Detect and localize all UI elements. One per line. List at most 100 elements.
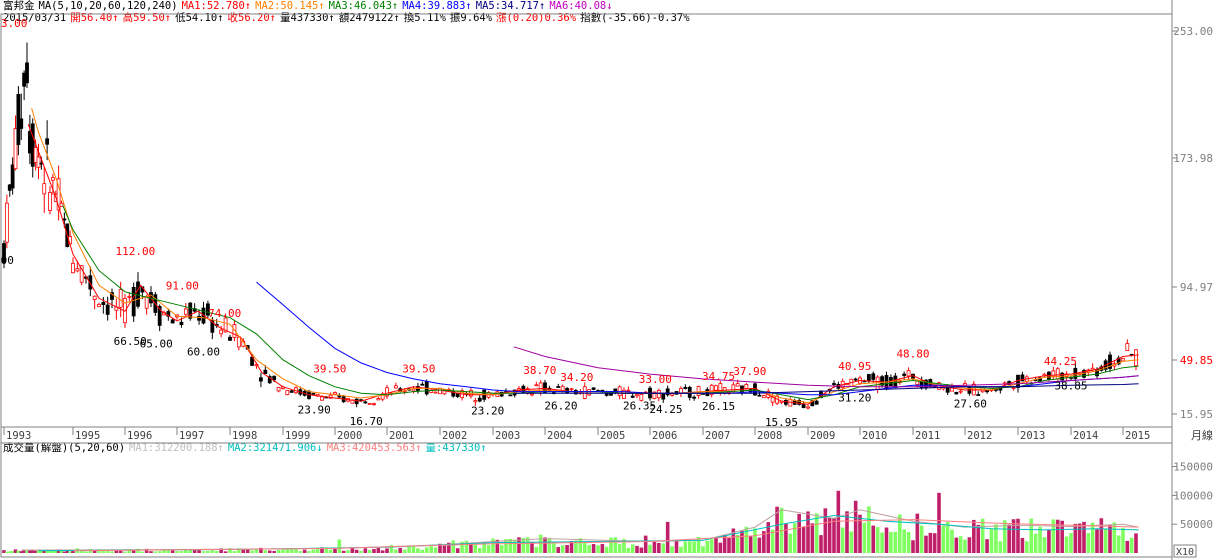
candle-body: [1116, 357, 1121, 365]
volume-bar: [385, 548, 389, 553]
year-label: 2002: [442, 430, 467, 442]
volume-bar: [630, 544, 635, 553]
volume-bar: [945, 521, 950, 553]
volume-bar: [394, 549, 398, 553]
volume-bar: [1129, 537, 1134, 553]
volume-bar: [718, 542, 723, 553]
candle-body: [101, 302, 106, 305]
volume-bar: [884, 527, 889, 553]
volume-bar: [241, 548, 246, 553]
volume-bar: [643, 535, 648, 553]
candle-body: [2, 243, 6, 263]
candle-body: [757, 394, 762, 397]
candle-body: [263, 369, 268, 374]
price-annotation: 60.00: [187, 346, 220, 359]
price-annotation: 26.35: [623, 399, 656, 412]
volume-bar: [10, 550, 15, 553]
candle-body: [797, 399, 802, 405]
ma-line-ma2: [31, 107, 1139, 404]
candle-body: [110, 292, 114, 300]
candle-body: [363, 401, 368, 404]
volume-bar: [320, 547, 324, 553]
volume-bar: [460, 541, 464, 553]
info-high: 高59.50↑: [122, 12, 172, 24]
volume-bar: [1095, 529, 1099, 553]
volume-bar: [652, 541, 657, 553]
volume-bar: [565, 545, 569, 553]
candle-body: [385, 387, 389, 397]
volume-bar: [994, 524, 998, 553]
candle-body: [1020, 374, 1025, 382]
volume-tick-label: 50000: [1180, 518, 1213, 531]
year-label: 1993: [6, 430, 31, 442]
volume-bar: [2, 550, 6, 553]
volume-bar: [101, 549, 106, 553]
volume-bar: [127, 548, 132, 553]
volume-bar: [210, 550, 215, 553]
volume-bar: [223, 551, 228, 553]
volume-bar: [228, 548, 232, 553]
candle-body: [45, 138, 50, 145]
volume-bar: [59, 549, 64, 553]
candle-body: [534, 384, 539, 387]
volume-bar: [1069, 532, 1073, 553]
price-tick-label: 94.97: [1180, 281, 1213, 294]
volume-bar: [250, 550, 254, 553]
volume-bar: [1042, 537, 1047, 553]
price-annotation: 37.90: [733, 365, 766, 378]
candle-body: [880, 376, 884, 386]
ma-line-ma3: [62, 205, 1139, 401]
candle-body: [92, 295, 97, 301]
volume-bar: [692, 541, 696, 553]
info-ma_params: MA(5,10,20,60,120,240): [38, 0, 178, 12]
volume-bar: [862, 522, 867, 553]
price-annotation: 66.50: [114, 335, 147, 348]
volume-panel: [2, 490, 1139, 553]
volume-bar: [538, 534, 543, 553]
volume-bar: [179, 551, 184, 553]
volume-bar: [941, 525, 946, 553]
candle-body: [223, 317, 228, 333]
volume-bar: [184, 548, 188, 553]
candle-body: [50, 177, 55, 181]
volume-bar: [337, 539, 342, 553]
volume-bar: [45, 549, 49, 553]
candle-body: [79, 265, 84, 283]
volume-bar: [1125, 540, 1130, 553]
ma-line-ma6: [513, 346, 1139, 388]
volume-bar: [727, 537, 731, 553]
volume-bar: [307, 551, 311, 553]
info-vol_title: 成交量(解盤)(5,20,60): [3, 442, 126, 454]
year-label: 2008: [757, 430, 782, 442]
volume-bar: [836, 490, 841, 553]
volume-bar: [289, 548, 294, 553]
candle-body: [871, 373, 876, 380]
volume-bar: [42, 550, 47, 553]
volume-bar: [473, 543, 478, 553]
candle-body: [508, 394, 513, 397]
volume-bar: [626, 547, 631, 553]
candle-body: [144, 296, 149, 309]
volume-bar: [499, 545, 504, 553]
volume-bar: [596, 545, 600, 553]
info-open: 開56.40↑: [70, 12, 119, 24]
volume-ma-ma3: [72, 519, 1139, 552]
candle-body: [639, 394, 644, 401]
candle-body: [36, 156, 41, 168]
volume-bar: [574, 540, 578, 553]
volume-bar: [950, 529, 954, 553]
candle-body: [259, 377, 263, 382]
volume-bar: [604, 546, 609, 553]
volume-bar: [482, 543, 486, 553]
candle-body: [814, 400, 819, 405]
volume-bar: [402, 549, 407, 553]
candle-body: [166, 311, 171, 317]
volume-bar: [560, 545, 565, 553]
volume-bar: [1064, 536, 1069, 553]
volume-bar: [188, 549, 193, 553]
volume-bar: [1082, 521, 1086, 553]
volume-bar: [980, 518, 985, 553]
price-annotation: 74.00: [208, 307, 241, 320]
volume-bar: [79, 549, 84, 553]
